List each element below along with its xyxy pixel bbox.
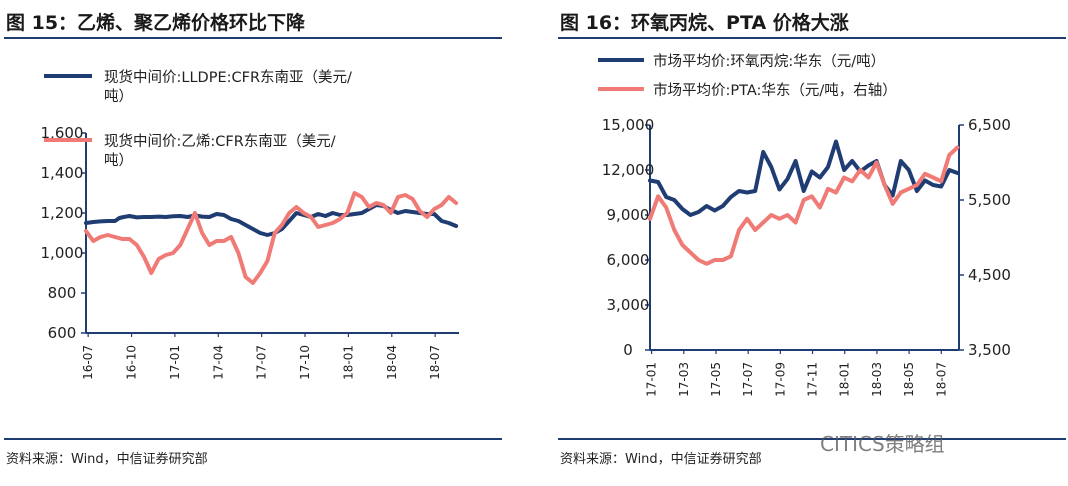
right-y2-tick-label: 5,500 — [968, 191, 1011, 209]
left-source-rule — [4, 438, 502, 440]
right-y2-tick-label: 3,500 — [968, 341, 1011, 359]
right-y-tick-label: 9,000 — [607, 206, 650, 224]
left-x-tick-label: 18-07 — [428, 345, 442, 380]
left-y-tick-label: 1,000 — [41, 244, 84, 262]
left-legend-label-1: 吨） — [104, 152, 133, 169]
left-series-line-0 — [84, 203, 459, 237]
right-chart-panel: 图 16：环氧丙烷、PTA 价格大涨 0 3,000 6,000 9,000 12,00… — [556, 0, 1068, 486]
right-x-tick-label: 18-01 — [838, 362, 852, 397]
right-series-line-0 — [648, 139, 960, 217]
left-series-line-1 — [84, 191, 459, 285]
right-line-chart: 0 3,000 6,000 9,000 12,000 15,000 3,500 4,500 5,… — [598, 53, 1011, 397]
left-source-note: 资料来源：Wind，中信证券研究部 — [6, 452, 208, 467]
left-title-rule — [4, 37, 502, 39]
left-y-tick-label: 600 — [48, 324, 77, 342]
right-x-tick-label: 18-03 — [870, 362, 884, 397]
right-x-tick-label: 18-05 — [902, 362, 916, 397]
left-y-tick-label: 800 — [48, 284, 77, 302]
left-chart-panel: 图 15：乙烯、聚乙烯价格环比下降 600 800 1,000 1,200 1,400 1… — [0, 0, 505, 486]
right-chart-title: 图 16：环氧丙烷、PTA 价格大涨 — [560, 12, 849, 34]
right-series-line-1 — [648, 145, 960, 266]
left-x-tick-label: 16-10 — [125, 345, 139, 380]
right-legend-label-0: 市场平均价:环氧丙烷:华东（元/吨） — [653, 53, 885, 70]
right-legend-label-1: 市场平均价:PTA:华东（元/吨，右轴） — [653, 82, 897, 99]
left-y-tick-label: 1,600 — [41, 124, 84, 142]
right-y-tick-label: 15,000 — [602, 116, 655, 134]
right-y-tick-label: 3,000 — [607, 296, 650, 314]
right-y-tick-label: 12,000 — [602, 161, 655, 179]
right-source-rule — [558, 438, 1066, 440]
right-y2-tick-label: 6,500 — [968, 116, 1011, 134]
left-x-tick-label: 18-01 — [341, 345, 355, 380]
left-y-tick-label: 1,400 — [41, 164, 84, 182]
right-x-tick-label: 17-11 — [806, 362, 820, 397]
right-y-tick-label: 0 — [623, 341, 633, 359]
left-x-tick-label: 17-01 — [168, 345, 182, 380]
left-line-chart: 600 800 1,000 1,200 1,400 1,600 16-07 16-10 17-0… — [41, 69, 459, 380]
right-x-tick-label: 17-03 — [677, 362, 691, 397]
right-x-tick-label: 17-09 — [773, 362, 787, 397]
left-legend-label-1: 现货中间价:乙烯:CFR东南亚（美元/ — [104, 133, 336, 150]
left-x-tick-label: 18-04 — [385, 345, 399, 380]
left-x-tick-label: 17-10 — [298, 345, 312, 380]
wechat-watermark: CITICS策略组 — [820, 432, 945, 456]
left-y-tick-label: 1,200 — [41, 204, 84, 222]
right-x-tick-label: 18-07 — [934, 362, 948, 397]
right-title-rule — [558, 37, 1066, 39]
left-x-tick-label: 17-07 — [255, 345, 269, 380]
left-chart-title: 图 15：乙烯、聚乙烯价格环比下降 — [6, 12, 306, 34]
right-x-tick-label: 17-05 — [709, 362, 723, 397]
right-x-tick-label: 17-07 — [741, 362, 755, 397]
right-x-tick-label: 17-01 — [645, 362, 659, 397]
left-x-tick-label: 17-04 — [211, 345, 225, 380]
left-legend-label-0: 吨） — [104, 88, 133, 105]
right-source-note: 资料来源：Wind，中信证券研究部 — [560, 452, 762, 467]
left-legend-label-0: 现货中间价:LLDPE:CFR东南亚（美元/ — [104, 69, 352, 86]
right-y-tick-label: 6,000 — [607, 251, 650, 269]
right-y2-tick-label: 4,500 — [968, 266, 1011, 284]
left-x-tick-label: 16-07 — [81, 345, 95, 380]
